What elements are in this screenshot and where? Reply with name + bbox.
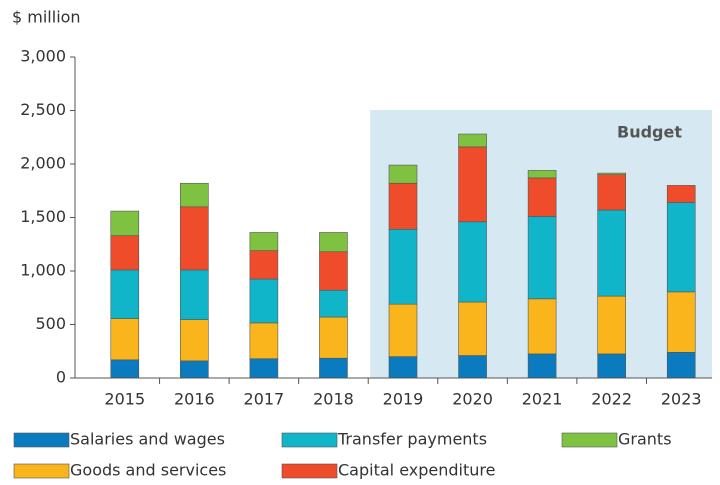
bar-segment: [180, 206, 209, 271]
bar-segment: [110, 210, 140, 236]
y-tick-label: 1,500: [20, 207, 66, 226]
legend-label: Salaries and wages: [70, 430, 225, 449]
bar-segment: [180, 182, 209, 208]
bar-segment: [597, 353, 626, 379]
bar-segment: [180, 360, 209, 379]
bar-segment: [249, 322, 279, 360]
bar-segment: [388, 182, 418, 230]
legend-swatch: [281, 463, 338, 479]
bar-segment: [319, 251, 348, 291]
bar-segment: [458, 221, 487, 303]
bar-segment: [319, 289, 348, 318]
legend-label: Transfer payments: [337, 430, 487, 449]
legend-label: Capital expenditure: [338, 461, 495, 480]
x-tick-label: 2015: [104, 390, 145, 409]
bar-segment: [458, 301, 487, 356]
y-tick-label: 2,500: [20, 100, 66, 119]
legend-label: Grants: [618, 430, 672, 449]
budget-label: Budget: [617, 123, 682, 142]
bar-segment: [388, 228, 418, 305]
x-tick-label: 2016: [174, 390, 215, 409]
x-tick-label: 2017: [244, 390, 285, 409]
bar-segment: [319, 316, 348, 359]
y-axis-label: $ million: [12, 8, 81, 27]
bar-segment: [110, 235, 140, 271]
bar-segment: [249, 250, 279, 280]
bar-segment: [666, 291, 696, 353]
bar-segment: [458, 133, 487, 148]
y-tick-label: 3,000: [20, 47, 66, 66]
bar-segment: [110, 269, 140, 319]
y-tick-label: 500: [35, 314, 66, 333]
bar-segment: [458, 146, 487, 223]
legend-swatch: [561, 432, 618, 448]
bar-segment: [666, 202, 696, 293]
legend-swatch: [281, 432, 338, 448]
bar-segment: [527, 216, 557, 300]
bar-segment: [458, 355, 487, 379]
bar-segment: [110, 318, 140, 361]
bar-segment: [388, 164, 418, 184]
y-tick-label: 2,000: [20, 154, 66, 173]
bar-segment: [527, 170, 557, 179]
bar-segment: [597, 174, 626, 211]
bar-segment: [527, 298, 557, 355]
x-tick-label: 2021: [522, 390, 563, 409]
bar-segment: [180, 319, 209, 362]
bar-segment: [597, 172, 626, 176]
bar-segment: [249, 278, 279, 324]
bar-segment: [319, 232, 348, 253]
bar-segment: [527, 177, 557, 217]
legend-swatch: [13, 463, 70, 479]
x-tick-label: 2018: [313, 390, 354, 409]
x-tick-label: 2022: [591, 390, 632, 409]
bar-segment: [597, 209, 626, 297]
bar-segment: [319, 357, 348, 379]
y-tick-label: 0: [56, 368, 66, 387]
bar-segment: [249, 232, 279, 251]
legend-label: Goods and services: [70, 461, 226, 480]
y-tick-label: 1,000: [20, 261, 66, 280]
bar-segment: [666, 352, 696, 379]
bar-segment: [388, 356, 418, 379]
x-tick-label: 2020: [452, 390, 493, 409]
bar-segment: [527, 353, 557, 379]
bar-segment: [249, 358, 279, 379]
bar-segment: [388, 303, 418, 357]
x-tick-label: 2023: [661, 390, 702, 409]
x-tick-label: 2019: [383, 390, 424, 409]
bar-segment: [110, 359, 140, 379]
bar-segment: [597, 295, 626, 355]
bar-segment: [180, 269, 209, 320]
bar-segment: [666, 185, 696, 203]
legend-swatch: [13, 432, 70, 448]
